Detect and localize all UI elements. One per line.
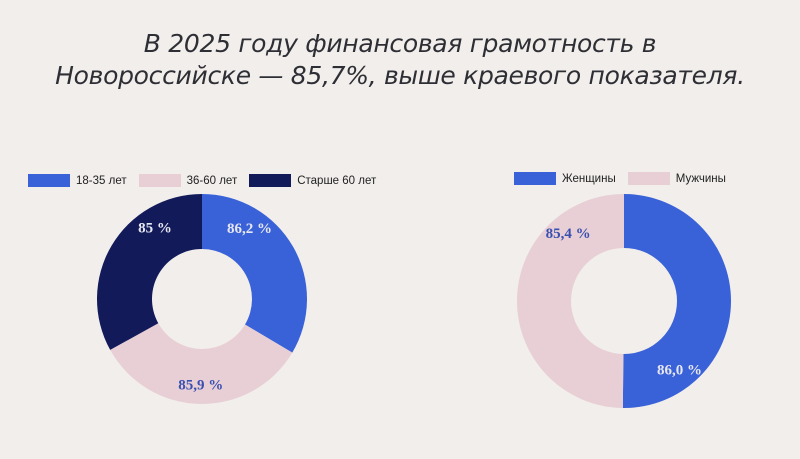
data-label: 85,9 %: [178, 377, 223, 393]
data-label: 86,2 %: [227, 221, 272, 237]
legend-item-18-35: 18-35 лет: [28, 174, 127, 187]
legend-swatch: [249, 174, 292, 187]
donut-slice-Женщины: [622, 194, 732, 408]
donut-slice-Старше 60 лет: [97, 194, 202, 350]
legend-item-60plus: Старше 60 лет: [249, 174, 376, 187]
legend-gender: Женщины Мужчины: [514, 172, 738, 185]
legend-label: Мужчины: [675, 172, 726, 185]
legend-item-men: Мужчины: [627, 172, 726, 185]
data-label: 85 %: [138, 221, 172, 237]
donut-slice-Мужчины: [517, 194, 624, 408]
title-line-2: Новороссийске — 85,7%, выше краевого пок…: [55, 61, 745, 90]
legend-swatch: [138, 174, 181, 187]
legend-swatch: [514, 172, 556, 185]
donut-slice-36-60 лет: [110, 323, 293, 404]
donut-slice-18-35 лет: [202, 194, 308, 353]
legend-label: 36-60 лет: [186, 174, 238, 187]
legend-label: 18-35 лет: [76, 174, 127, 187]
legend-age: 18-35 лет 36-60 лет Старше 60 лет: [28, 174, 388, 187]
legend-swatch: [28, 174, 70, 187]
data-label: 85,4 %: [546, 226, 591, 242]
legend-label: Старше 60 лет: [297, 174, 377, 187]
legend-item-women: Женщины: [514, 172, 616, 185]
title-line-1: В 2025 году финансовая грамотность в: [143, 29, 657, 58]
page-title: В 2025 году финансовая грамотность в Нов…: [0, 28, 800, 92]
legend-label: Женщины: [562, 172, 616, 185]
data-label: 86,0 %: [657, 362, 702, 378]
legend-swatch: [627, 172, 670, 185]
legend-item-36-60: 36-60 лет: [138, 174, 238, 187]
